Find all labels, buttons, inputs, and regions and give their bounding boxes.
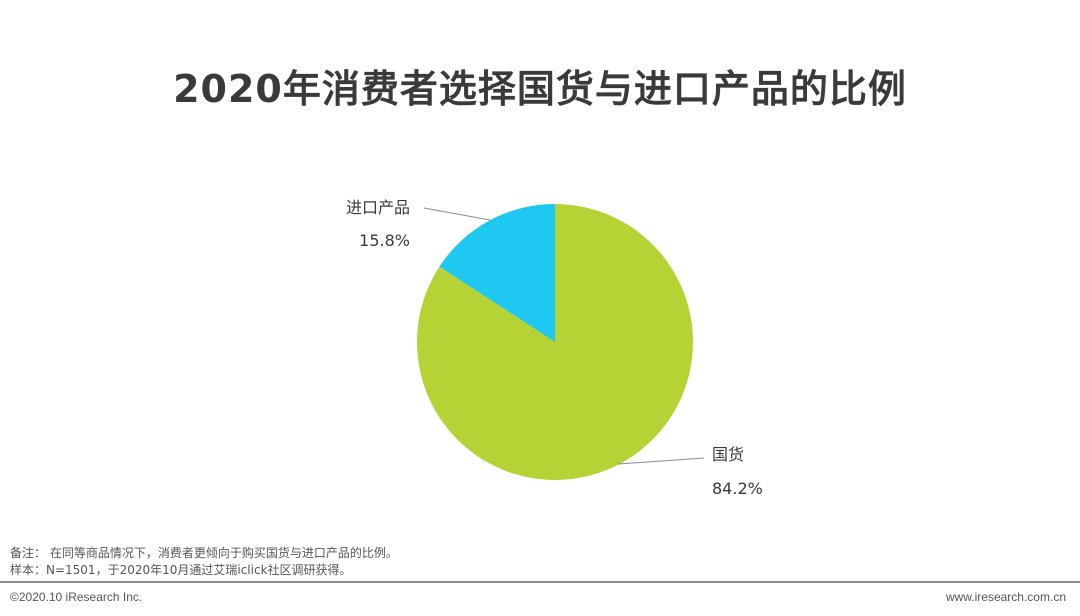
slice-label: 国货 [712,445,744,464]
footnote-sample: 样本：N=1501，于2020年10月通过艾瑞iclick社区调研获得。 [10,563,352,577]
footer-copyright: ©2020.10 iResearch Inc. [10,590,143,604]
footer-divider [0,581,1080,583]
slice-value-label: 84.2% [712,479,763,498]
footnote-remark: 备注： 在同等商品情况下，消费者更倾向于购买国货与进口产品的比例。 [10,546,398,560]
footer-website[interactable]: www.iresearch.com.cn [945,590,1066,604]
leader-line [617,457,705,465]
slice-label: 进口产品 [346,198,410,217]
leader-line [423,207,491,221]
pie-slice-imported [439,204,555,342]
slice-value-label: 15.8% [359,231,410,250]
pie-slice-domestic [417,204,694,481]
chart-title: 2020年消费者选择国货与进口产品的比例 [173,67,907,111]
